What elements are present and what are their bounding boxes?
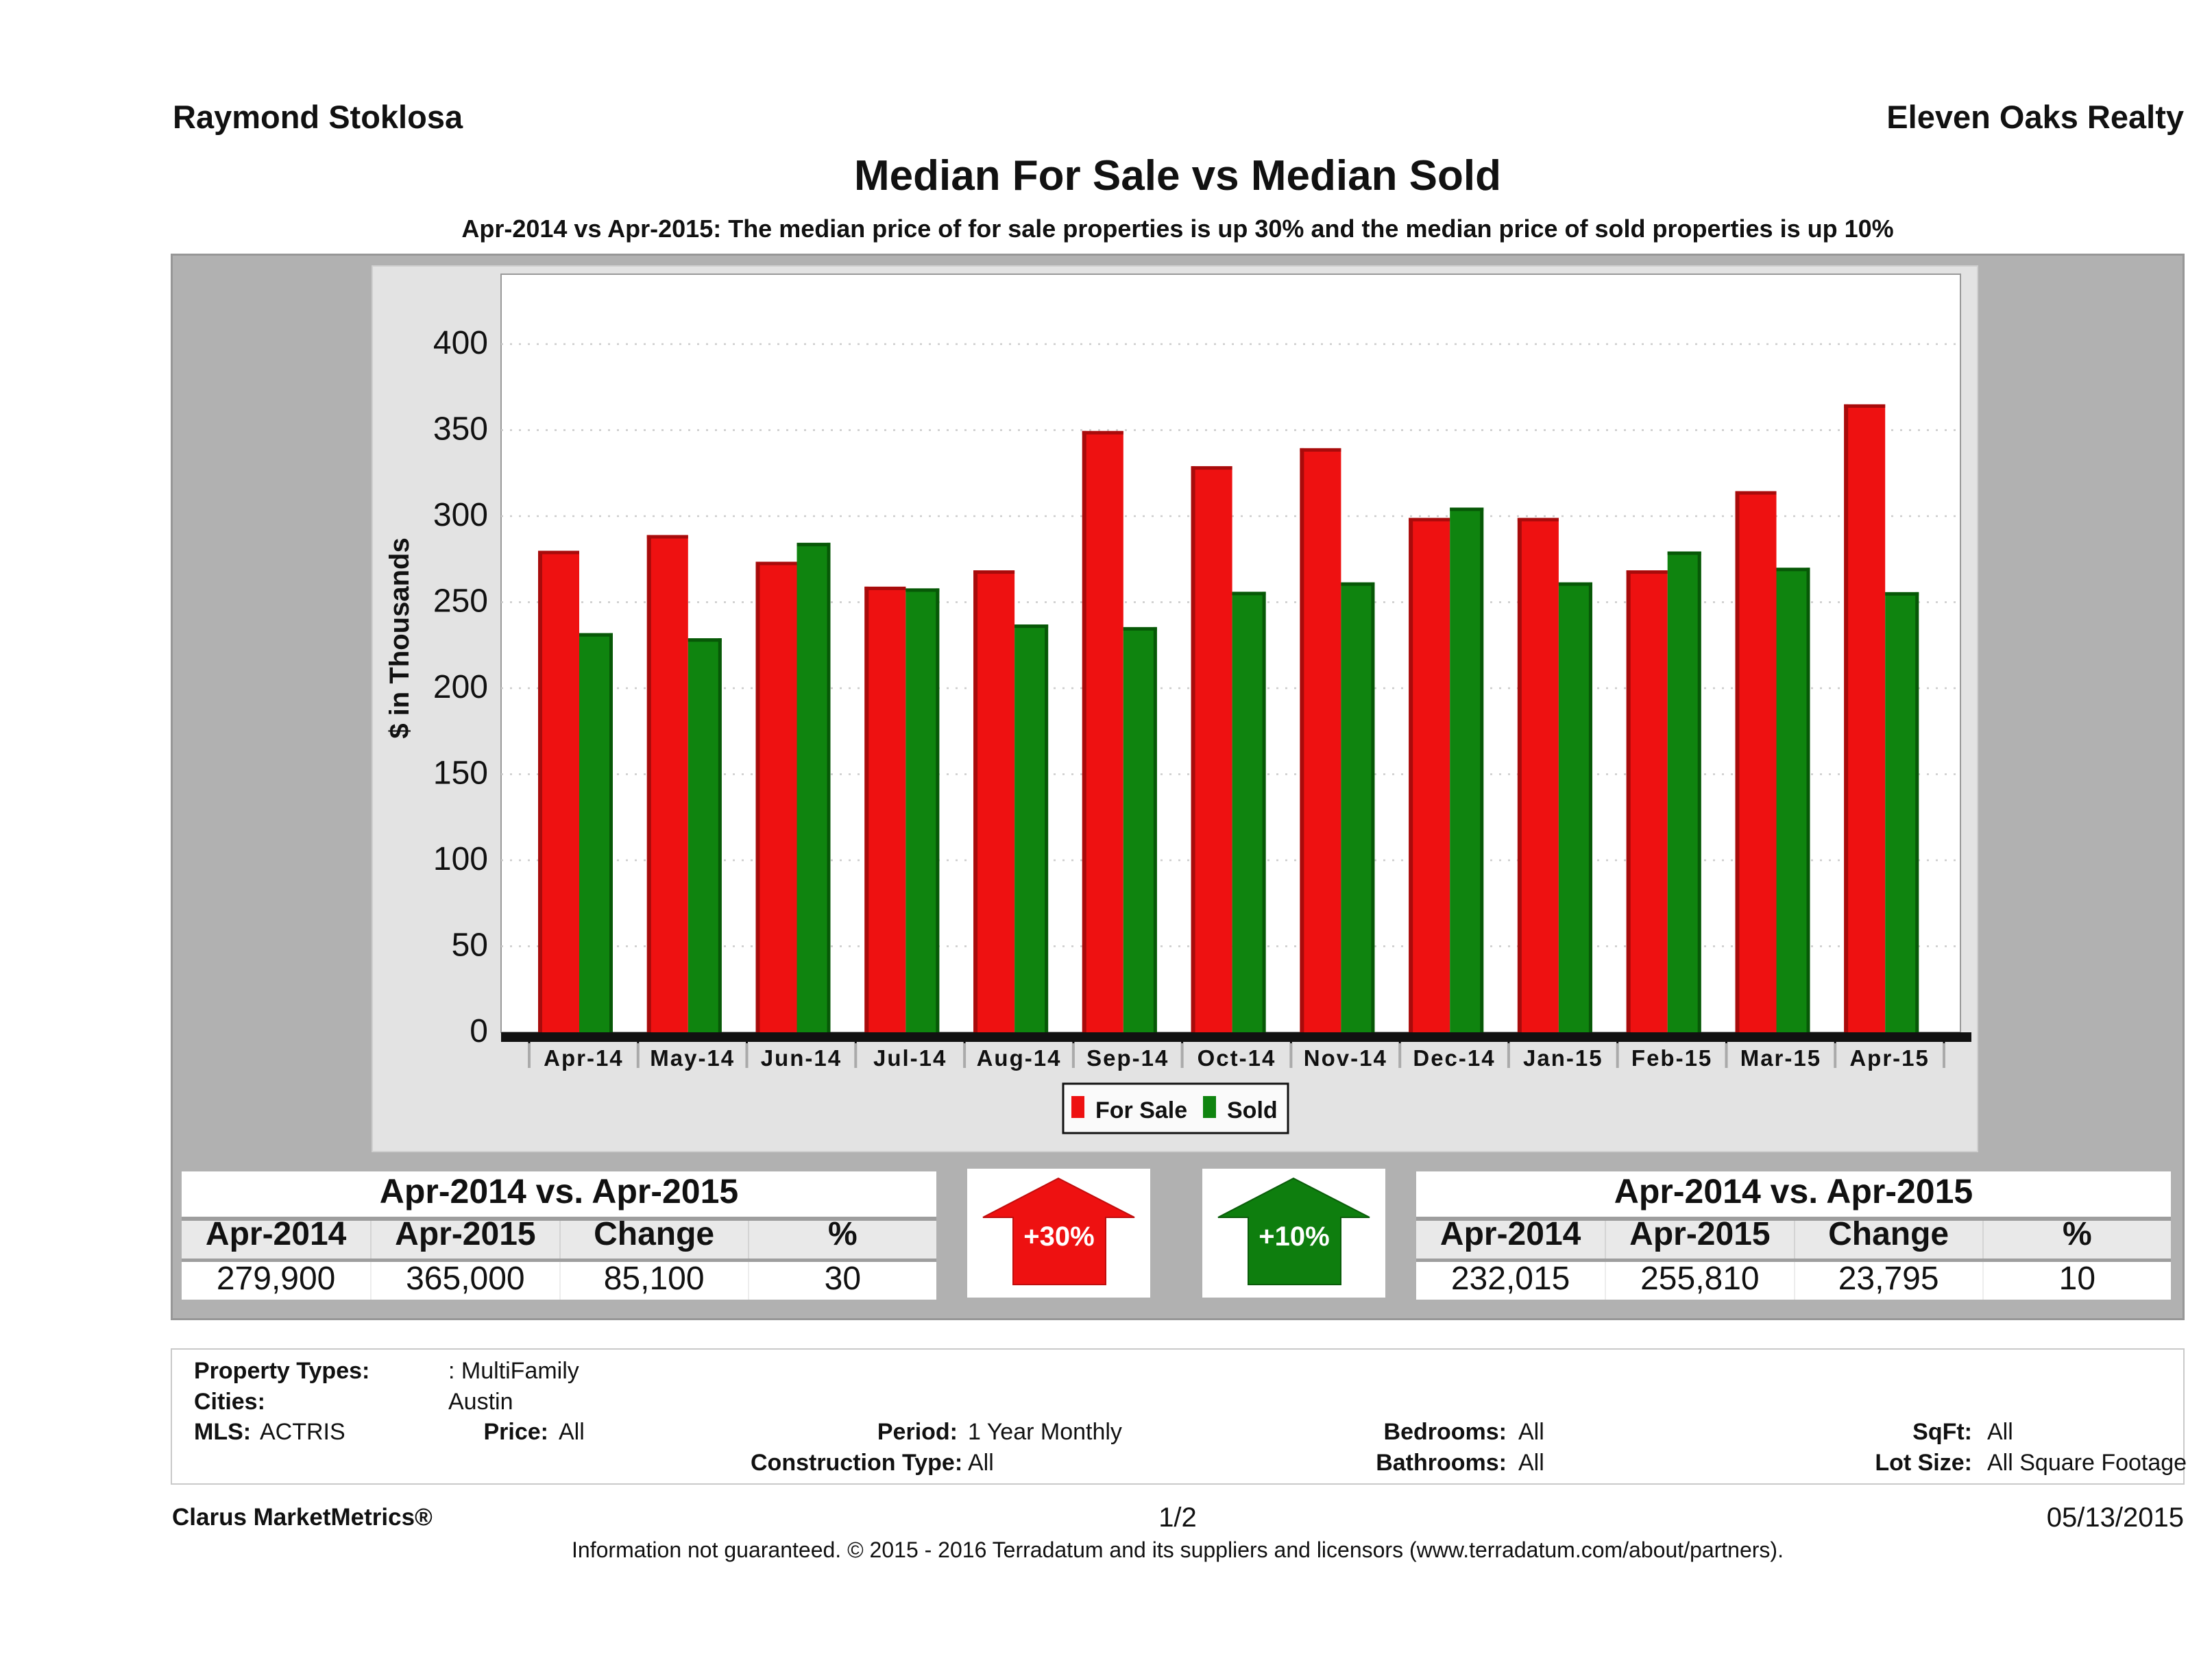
svg-text:Apr-15: Apr-15	[1849, 1045, 1930, 1071]
svg-text:Feb-15: Feb-15	[1631, 1045, 1712, 1071]
svg-text:Apr-14: Apr-14	[544, 1045, 624, 1071]
svg-text:+10%: +10%	[1259, 1221, 1329, 1252]
svg-text:200: 200	[433, 669, 488, 705]
svg-text:Sold: Sold	[1227, 1097, 1278, 1123]
svg-text:Nov-14: Nov-14	[1304, 1045, 1387, 1071]
svg-text:+30%: +30%	[1023, 1221, 1094, 1252]
svg-text:350: 350	[433, 411, 488, 448]
svg-text:Dec-14: Dec-14	[1413, 1045, 1495, 1071]
svg-text:Mar-15: Mar-15	[1740, 1045, 1821, 1071]
svg-text:Aug-14: Aug-14	[977, 1045, 1062, 1071]
svg-text:For Sale: For Sale	[1095, 1097, 1187, 1123]
svg-text:Sep-14: Sep-14	[1086, 1045, 1169, 1071]
svg-text:Jun-14: Jun-14	[761, 1045, 842, 1071]
svg-text:300: 300	[433, 497, 488, 533]
svg-text:Jul-14: Jul-14	[873, 1045, 947, 1071]
svg-text:150: 150	[433, 755, 488, 792]
svg-text:100: 100	[433, 841, 488, 877]
svg-text:Jan-15: Jan-15	[1523, 1045, 1603, 1071]
svg-text:250: 250	[433, 583, 488, 620]
svg-text:400: 400	[433, 325, 488, 361]
svg-text:May-14: May-14	[650, 1045, 735, 1071]
svg-text:50: 50	[452, 927, 488, 964]
svg-text:Oct-14: Oct-14	[1198, 1045, 1276, 1071]
svg-text:$ in Thousands: $ in Thousands	[385, 537, 415, 738]
svg-text:0: 0	[470, 1013, 488, 1049]
